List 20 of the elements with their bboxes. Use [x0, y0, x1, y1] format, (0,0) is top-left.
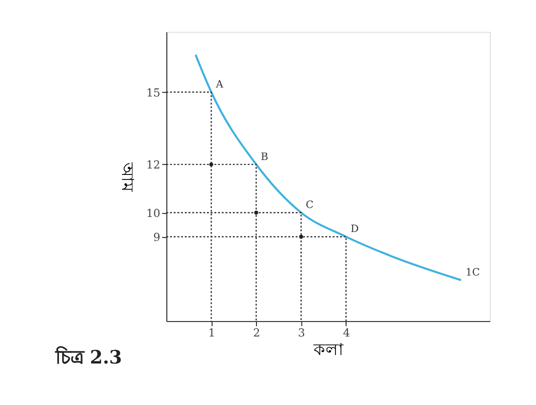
point: [299, 234, 304, 239]
y-tick-label: 9: [153, 230, 160, 244]
y-axis-title: আম: [118, 161, 138, 192]
x-tick-label: 4: [342, 326, 350, 340]
annotation: A: [214, 79, 224, 90]
x-tick-label: 2: [253, 326, 260, 340]
annotation: 1C: [466, 268, 480, 278]
y-tick-label: 15: [146, 86, 160, 100]
y-tick-label: 12: [146, 158, 160, 172]
annotation: B: [260, 152, 268, 163]
line-series: [194, 54, 462, 282]
x-tick-label: 1: [208, 326, 216, 340]
y-tick-label: 10: [146, 206, 160, 220]
annotation: D: [350, 224, 359, 236]
annotation: C: [306, 200, 314, 212]
point: [254, 210, 258, 215]
x-tick-label: 3: [298, 326, 306, 340]
x-axis-title: কলা: [312, 340, 345, 359]
text: চিত্র 2.3: [54, 346, 122, 369]
point: [209, 162, 214, 166]
